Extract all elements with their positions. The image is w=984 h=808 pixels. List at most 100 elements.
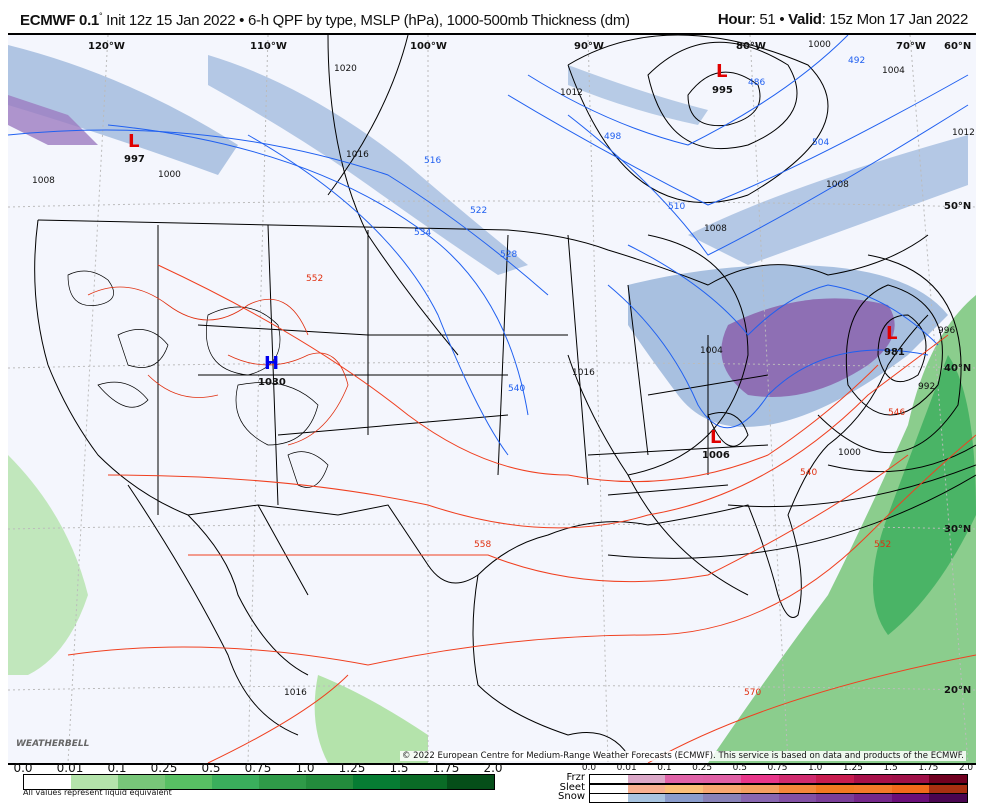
legend-tick: 0.25 — [150, 761, 178, 775]
legend-swatch — [703, 794, 741, 802]
legend-swatch — [891, 784, 930, 793]
svg-text:570: 570 — [744, 688, 761, 698]
terrain-isobars — [67, 270, 329, 488]
legend-swatch — [816, 794, 854, 802]
isobar-labels: 1020 1012 1016 1008 1000 1012 1008 1004 1000… — [32, 40, 975, 698]
liquid-equivalent-note: All values represent liquid equivalent — [23, 788, 172, 797]
graticule-labels: 120°W 110°W 100°W 90°W 80°W 70°W 60°N 50… — [88, 41, 971, 696]
thickness-labels: 516 522 528 534 540 498 504 510 486 492 552 55… — [306, 56, 905, 698]
ptype-legend-ticks: 0.0 0.01 0.1 0.25 0.5 0.75 1.0 1.25 1.5 1.75 2.0 — [0, 763, 984, 775]
legend-swatch — [353, 775, 400, 789]
low-center: L — [886, 323, 897, 344]
legend-swatch — [703, 784, 741, 793]
legend-swatch — [665, 794, 704, 802]
legend-tick: 0.1 — [107, 761, 127, 775]
legend-tick: 0.1 — [657, 763, 672, 773]
lon-label: 90°W — [574, 41, 604, 52]
thickness-red — [67, 264, 976, 763]
legend-swatch — [778, 775, 817, 783]
low-pressure-value: 1006 — [702, 450, 730, 461]
pressure-centers: L 997 L 995 H 1030 L 981 L 1006 — [124, 61, 905, 461]
legend-swatch — [627, 794, 666, 802]
legend-tick: 1.5 — [389, 761, 409, 775]
ptype-label-sleet: Sleet — [559, 781, 585, 793]
svg-text:996: 996 — [938, 326, 955, 336]
legend-swatch — [71, 775, 118, 789]
svg-text:1008: 1008 — [826, 180, 849, 190]
legend-swatch — [590, 775, 628, 783]
legend-swatch — [627, 775, 666, 783]
svg-text:1000: 1000 — [158, 170, 181, 180]
low-pressure-value: 995 — [712, 85, 733, 96]
snow-area-hudson — [688, 135, 968, 265]
svg-text:1004: 1004 — [882, 66, 905, 76]
lon-label: 100°W — [410, 41, 447, 52]
legend-tick: 2.0 — [483, 761, 503, 775]
snow-area-canada — [208, 55, 528, 275]
legend-tick: 0.75 — [244, 761, 272, 775]
svg-text:498: 498 — [604, 132, 621, 142]
high-center: H — [264, 353, 279, 374]
lat-label: 60°N — [944, 41, 971, 52]
legend-swatch — [929, 794, 968, 802]
svg-text:992: 992 — [918, 382, 935, 392]
valid-time: Hour: 51 • Valid: 15z Mon 17 Jan 2022 — [717, 11, 968, 28]
svg-text:1020: 1020 — [334, 64, 357, 74]
ptype-label-frzr: Frzr — [566, 772, 586, 783]
legend-swatch — [165, 775, 212, 789]
svg-text:1016: 1016 — [284, 688, 307, 698]
lat-label: 50°N — [944, 201, 971, 212]
weatherbell-logo: WEATHERBELL — [16, 739, 90, 749]
svg-text:522: 522 — [470, 206, 487, 216]
legend-swatch — [853, 794, 892, 802]
legend-swatch — [665, 784, 704, 793]
legend-swatch — [816, 775, 854, 783]
legend-tick: 0.0 — [13, 761, 33, 775]
snow-area-heavy — [721, 298, 895, 397]
svg-text:528: 528 — [500, 250, 517, 260]
political-boundaries — [34, 219, 929, 756]
ptype-scale-sleet — [589, 783, 968, 794]
svg-text:516: 516 — [424, 156, 441, 166]
isobars — [327, 35, 976, 596]
copyright-notice: © 2022 European Centre for Medium-Range … — [399, 751, 966, 761]
svg-text:552: 552 — [874, 540, 891, 550]
legend-swatch — [259, 775, 306, 789]
legend-swatch — [627, 784, 666, 793]
lat-label: 20°N — [944, 685, 971, 696]
legend-tick: 1.25 — [338, 761, 366, 775]
svg-text:1012: 1012 — [952, 128, 975, 138]
svg-text:1008: 1008 — [32, 176, 55, 186]
rain-legend-ticks: 0.0 0.01 0.1 0.25 0.5 0.75 1.0 1.25 1.5 1.75 2.0 — [0, 761, 503, 775]
legend-tick: 0.25 — [692, 763, 713, 773]
legend-swatch — [703, 775, 741, 783]
legend-swatch — [853, 775, 892, 783]
weather-map: 120°W 110°W 100°W 90°W 80°W 70°W 60°N 50… — [8, 33, 976, 765]
svg-text:546: 546 — [888, 408, 905, 418]
legend-tick: 2.0 — [958, 763, 974, 773]
map-canvas: 120°W 110°W 100°W 90°W 80°W 70°W 60°N 50… — [8, 35, 976, 763]
legend-swatch — [740, 775, 779, 783]
svg-text:510: 510 — [668, 202, 685, 212]
svg-text:492: 492 — [848, 56, 865, 66]
legend-swatch — [590, 794, 628, 802]
low-pressure-value: 981 — [884, 347, 905, 358]
svg-text:486: 486 — [748, 78, 765, 88]
svg-text:1016: 1016 — [572, 368, 595, 378]
low-pressure-value: 997 — [124, 154, 145, 165]
graticule — [8, 35, 976, 763]
svg-text:1004: 1004 — [700, 346, 723, 356]
svg-text:540: 540 — [800, 468, 817, 478]
rain-area-pacific — [8, 455, 88, 675]
legend-swatch — [778, 794, 817, 802]
legend-swatch — [400, 775, 447, 789]
legend-swatch — [816, 784, 854, 793]
legend-swatch — [447, 775, 494, 789]
legend-tick: 0.75 — [767, 763, 788, 773]
thickness-blue — [8, 35, 969, 456]
legend-tick: 0.01 — [616, 763, 637, 773]
legend-tick: 1.75 — [918, 763, 939, 773]
legend-swatch — [853, 784, 892, 793]
ptype-scale-frzr — [589, 774, 968, 784]
lon-label: 80°W — [736, 41, 766, 52]
